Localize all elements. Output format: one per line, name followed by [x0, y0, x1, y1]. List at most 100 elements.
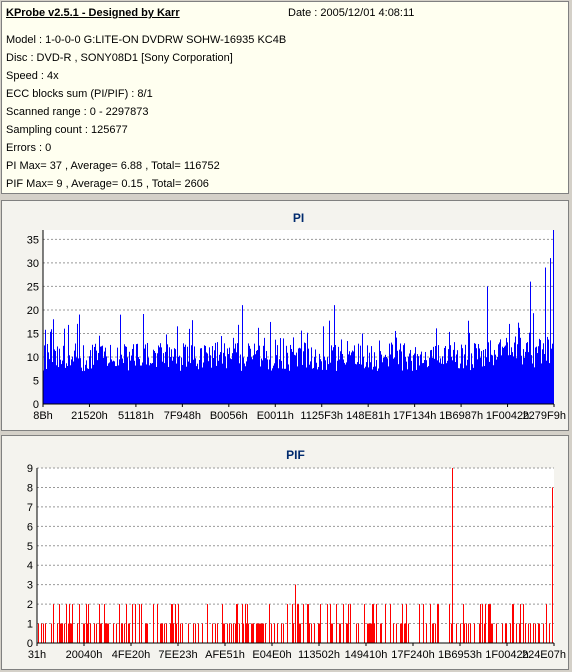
- data-bar: [195, 623, 196, 643]
- data-bar: [139, 359, 140, 404]
- data-bar: [406, 361, 407, 404]
- y-tick-label: 5: [27, 541, 33, 553]
- data-bar: [456, 354, 457, 404]
- data-bar: [417, 354, 418, 404]
- data-bar: [423, 362, 424, 404]
- y-tick-label: 9: [27, 463, 33, 475]
- data-bar: [133, 344, 134, 404]
- data-bar: [251, 357, 252, 404]
- data-bar: [378, 368, 379, 404]
- data-bar: [199, 359, 200, 404]
- data-bar: [374, 352, 375, 404]
- data-bar: [274, 623, 275, 643]
- data-bar: [467, 359, 468, 404]
- data-bar: [233, 337, 234, 404]
- data-bar: [387, 358, 388, 404]
- data-bar: [145, 344, 146, 404]
- data-bar: [100, 346, 101, 404]
- data-bar: [435, 623, 436, 643]
- data-bar: [397, 350, 398, 404]
- data-bar: [373, 366, 374, 404]
- data-bar: [256, 350, 257, 404]
- data-bar: [202, 367, 203, 404]
- data-bar: [155, 352, 156, 404]
- data-bar: [243, 623, 244, 643]
- data-bar: [516, 623, 517, 643]
- data-bar: [457, 350, 458, 404]
- data-bar: [49, 359, 50, 404]
- data-bar: [356, 623, 357, 643]
- data-bar: [210, 355, 211, 404]
- data-bar: [434, 358, 435, 404]
- data-bar: [121, 623, 122, 643]
- data-bar: [535, 623, 536, 643]
- data-bar: [77, 623, 78, 643]
- data-bar: [539, 338, 540, 404]
- data-bar: [60, 359, 61, 404]
- data-bar: [465, 344, 466, 404]
- data-bar: [370, 623, 371, 643]
- data-bar: [108, 363, 109, 404]
- data-bar: [406, 604, 407, 643]
- data-bar: [88, 368, 89, 404]
- data-bar: [58, 367, 59, 404]
- data-bar: [260, 623, 261, 643]
- data-bar: [462, 348, 463, 404]
- data-bar: [407, 369, 408, 404]
- data-bar: [359, 363, 360, 404]
- data-bar: [343, 604, 344, 643]
- x-tick-label: B0056h: [210, 410, 248, 422]
- data-bar: [276, 355, 277, 404]
- data-bar: [441, 363, 442, 404]
- data-bar: [339, 623, 340, 643]
- data-bar: [510, 623, 511, 643]
- data-bar: [278, 368, 279, 404]
- data-bar: [475, 343, 476, 404]
- data-bar: [405, 623, 406, 643]
- data-bar: [139, 604, 140, 643]
- data-bar: [413, 355, 414, 404]
- data-bar: [84, 370, 85, 404]
- pi-chart: PI 0 5 10 15 20 25 30 35 8Bh 21520h 51181h 7F948h B00…: [27, 211, 566, 422]
- data-bar: [280, 338, 281, 404]
- data-bar: [66, 604, 67, 643]
- x-tick-label: E0011h: [257, 410, 294, 422]
- data-bar: [262, 360, 263, 404]
- data-bar: [527, 342, 528, 404]
- data-bar: [495, 354, 496, 404]
- data-bar: [132, 348, 133, 404]
- data-bar: [224, 343, 225, 404]
- data-bar: [181, 357, 182, 404]
- data-bar: [314, 623, 315, 643]
- data-bar: [97, 360, 98, 404]
- y-tick-label: 20: [27, 305, 39, 317]
- data-bar: [160, 623, 161, 643]
- data-bar: [347, 341, 348, 404]
- data-bar: [143, 313, 144, 404]
- x-tick-label: 21520h: [71, 410, 108, 422]
- data-bar: [356, 364, 357, 404]
- data-bar: [212, 345, 213, 404]
- data-bar: [234, 348, 235, 404]
- data-bar: [176, 623, 177, 643]
- data-bar: [362, 333, 363, 404]
- data-bar: [463, 604, 464, 643]
- data-bar: [300, 348, 301, 404]
- data-bar: [51, 623, 52, 643]
- y-tick-label: 30: [27, 258, 39, 270]
- data-bar: [480, 604, 481, 643]
- data-bar: [67, 366, 68, 404]
- data-bar: [164, 623, 165, 643]
- data-bar: [242, 604, 243, 643]
- data-bar: [530, 623, 531, 643]
- data-bar: [237, 343, 238, 404]
- data-bar: [542, 349, 543, 404]
- data-bar: [506, 337, 507, 404]
- data-bar: [212, 623, 213, 643]
- data-bar: [248, 623, 249, 643]
- data-bar: [127, 357, 128, 404]
- data-bar: [271, 623, 272, 643]
- data-bar: [193, 623, 194, 643]
- data-bar: [440, 358, 441, 404]
- data-bar: [353, 351, 354, 404]
